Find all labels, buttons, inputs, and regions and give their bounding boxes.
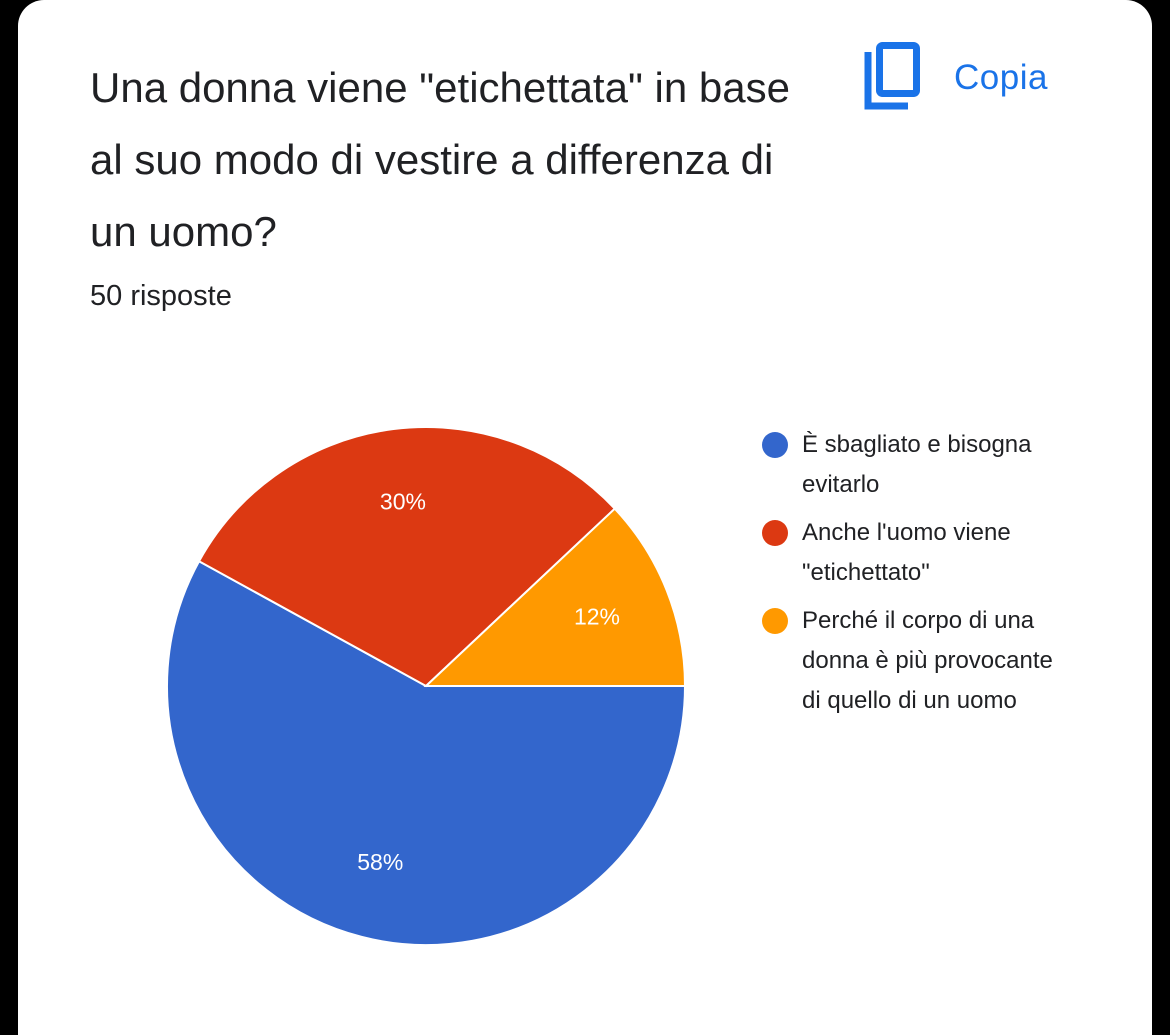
slice-label: 58% (357, 849, 403, 875)
pie-slice[interactable] (423, 507, 687, 687)
legend-label: Perché il corpo di una donna è più provo… (802, 607, 1053, 714)
copy-button[interactable]: Copia (862, 40, 1048, 116)
legend-item[interactable]: Anche l'uomo viene "etichettato" (762, 513, 1062, 593)
results-card: Una donna viene "etichettata" in base al… (18, 0, 1152, 1035)
slice-label: 30% (380, 489, 426, 515)
pie-slice[interactable] (197, 426, 617, 688)
pie-chart: 58% 30% 12% (166, 426, 687, 946)
legend-label: Anche l'uomo viene "etichettato" (802, 519, 1011, 586)
legend-dot (762, 432, 788, 458)
legend-dot (762, 520, 788, 546)
chart-legend: È sbagliato e bisogna evitarlo Anche l'uo… (762, 425, 1062, 721)
question-title: Una donna viene "etichettata" in base al… (90, 64, 790, 255)
response-count: 50 risposte (90, 280, 232, 312)
legend-item[interactable]: È sbagliato e bisogna evitarlo (762, 425, 1062, 505)
pie-slice[interactable] (166, 559, 687, 946)
legend-item[interactable]: Perché il corpo di una donna è più provo… (762, 601, 1062, 721)
copy-label: Copia (954, 58, 1048, 97)
copy-icon (862, 42, 922, 114)
slice-label: 12% (574, 603, 620, 629)
legend-label: È sbagliato e bisogna evitarlo (802, 431, 1032, 498)
legend-dot (762, 608, 788, 634)
